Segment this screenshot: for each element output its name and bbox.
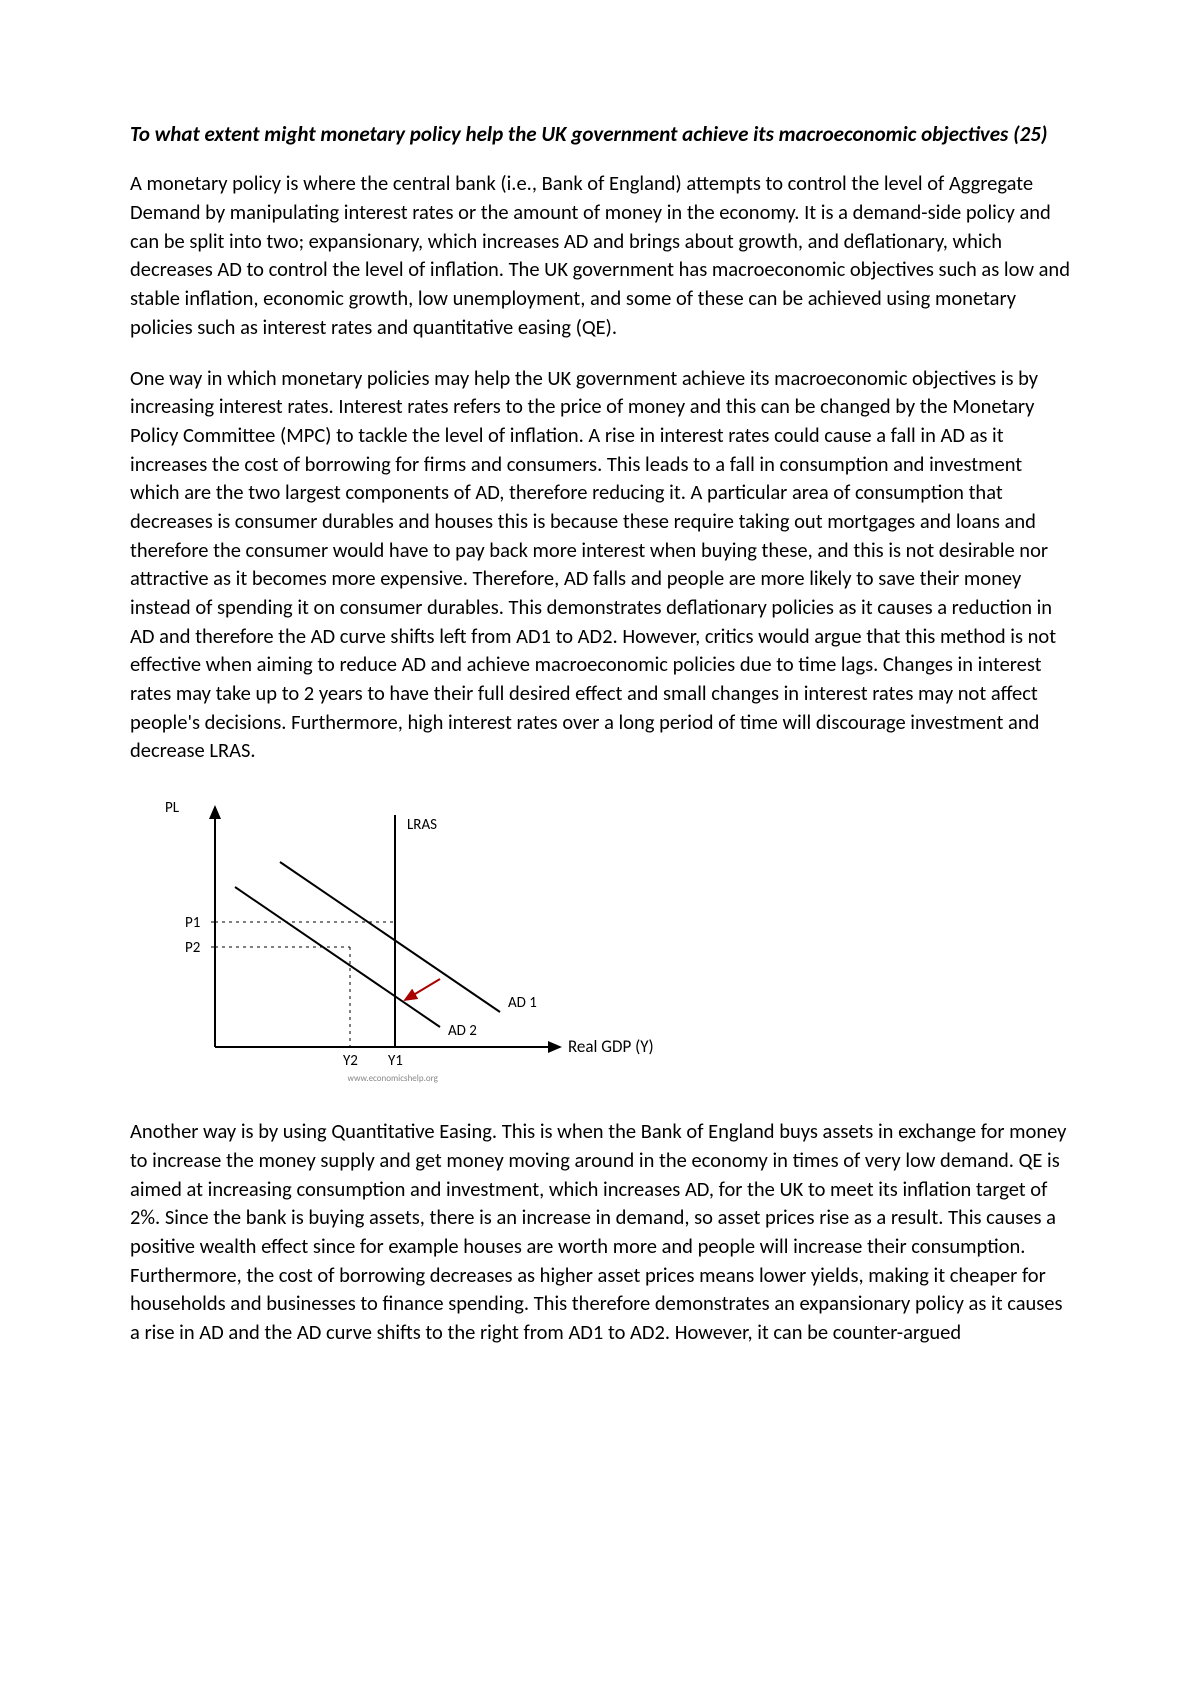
svg-text:LRAS: LRAS xyxy=(407,816,437,834)
document-page: To what extent might monetary policy hel… xyxy=(0,0,1200,1698)
svg-text:Y2: Y2 xyxy=(343,1052,358,1070)
paragraph-2: One way in which monetary policies may h… xyxy=(130,364,1070,766)
svg-text:P2: P2 xyxy=(185,939,200,957)
paragraph-1: A monetary policy is where the central b… xyxy=(130,169,1070,341)
svg-text:P1: P1 xyxy=(185,914,200,932)
svg-text:Real GDP (Y): Real GDP (Y) xyxy=(568,1036,654,1057)
svg-text:PL: PL xyxy=(165,799,180,817)
svg-text:Y1: Y1 xyxy=(388,1052,403,1070)
ad-as-diagram: LRAS AD 1 AD 2 P1 P2 Y2 Y1 PL Real GDP (Y) www.ec… xyxy=(130,787,690,1097)
svg-text:AD 2: AD 2 xyxy=(448,1022,477,1040)
svg-text:AD 1: AD 1 xyxy=(508,994,537,1012)
svg-text:www.economicshelp.org: www.economicshelp.org xyxy=(348,1073,439,1084)
essay-title: To what extent might monetary policy hel… xyxy=(130,120,1070,149)
ad-as-svg: LRAS AD 1 AD 2 P1 P2 Y2 Y1 PL Real GDP (Y) www.ec… xyxy=(130,787,690,1097)
paragraph-3: Another way is by using Quantitative Eas… xyxy=(130,1117,1070,1347)
